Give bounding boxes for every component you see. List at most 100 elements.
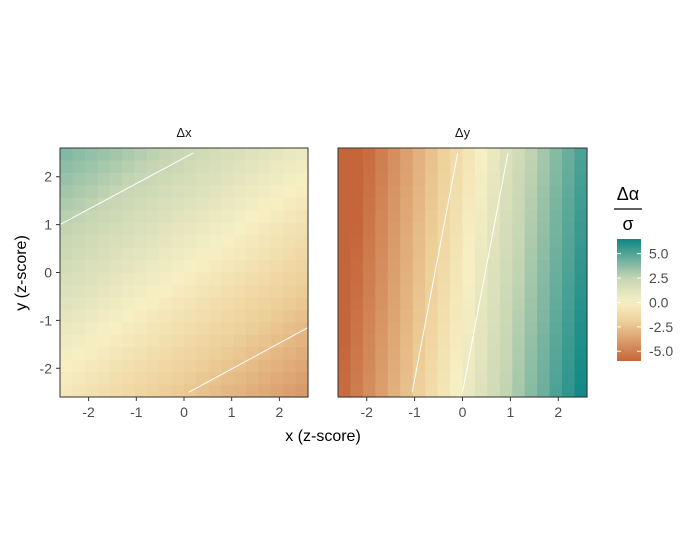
heatmap-cell bbox=[283, 372, 297, 386]
heatmap-cell bbox=[387, 148, 401, 162]
heatmap-cell bbox=[295, 185, 309, 199]
heatmap-cell bbox=[524, 359, 538, 373]
heatmap-cell bbox=[97, 222, 111, 236]
heatmap-cell bbox=[437, 148, 451, 162]
heatmap-cell bbox=[146, 197, 160, 211]
heatmap-cell bbox=[283, 359, 297, 373]
heatmap-cell bbox=[184, 235, 197, 249]
heatmap-cell bbox=[362, 297, 376, 311]
y-tick-label: 1 bbox=[44, 217, 52, 233]
heatmap-cell bbox=[387, 384, 401, 398]
heatmap-cell bbox=[258, 322, 272, 336]
heatmap-cell bbox=[159, 347, 173, 361]
heatmap-cell bbox=[375, 322, 389, 336]
heatmap-cell bbox=[574, 359, 588, 373]
heatmap-cell bbox=[338, 372, 352, 386]
heatmap-cell bbox=[270, 210, 284, 224]
heatmap-cell bbox=[375, 384, 389, 398]
heatmap-cell bbox=[246, 272, 259, 286]
heatmap-cell bbox=[375, 210, 389, 224]
heatmap-cell bbox=[221, 322, 235, 336]
heatmap-cell bbox=[134, 148, 148, 162]
heatmap-cell bbox=[549, 272, 563, 286]
heatmap-cell bbox=[208, 284, 222, 298]
heatmap-cell bbox=[171, 148, 185, 162]
heatmap-cell bbox=[375, 309, 389, 323]
heatmap-cell bbox=[387, 297, 401, 311]
heatmap-cell bbox=[437, 309, 451, 323]
heatmap-cell bbox=[283, 334, 297, 348]
heatmap-cell bbox=[512, 197, 526, 211]
heatmap-cell bbox=[537, 297, 551, 311]
heatmap-cell bbox=[474, 334, 488, 348]
heatmap-cell bbox=[295, 359, 309, 373]
heatmap-cell bbox=[270, 260, 284, 274]
heatmap-cell bbox=[221, 197, 235, 211]
heatmap-cell bbox=[146, 260, 160, 274]
heatmap-cell bbox=[97, 334, 111, 348]
heatmap-cell bbox=[400, 322, 414, 336]
heatmap-cell bbox=[295, 272, 309, 286]
heatmap-cell bbox=[549, 334, 563, 348]
heatmap-cell bbox=[84, 297, 98, 311]
heatmap-cell bbox=[487, 172, 501, 186]
heatmap-cell bbox=[387, 210, 401, 224]
heatmap-cell bbox=[450, 210, 464, 224]
heatmap-cell bbox=[60, 197, 73, 211]
heatmap-cell bbox=[97, 322, 111, 336]
heatmap-cell bbox=[295, 334, 309, 348]
heatmap-cell bbox=[462, 384, 476, 398]
heatmap-cell bbox=[375, 148, 389, 162]
heatmap-cell bbox=[425, 210, 439, 224]
heatmap-cell bbox=[97, 148, 111, 162]
heatmap-cell bbox=[412, 185, 426, 199]
heatmap-cell bbox=[246, 322, 259, 336]
heatmap-cell bbox=[338, 260, 352, 274]
heatmap-cell bbox=[196, 384, 210, 398]
heatmap-cell bbox=[72, 347, 86, 361]
heatmap-cell bbox=[60, 172, 73, 186]
heatmap-cell bbox=[350, 160, 364, 174]
heatmap-cell bbox=[499, 210, 513, 224]
heatmap-cell bbox=[425, 222, 439, 236]
heatmap-cell bbox=[196, 297, 210, 311]
heatmap-cell bbox=[562, 148, 576, 162]
heatmap-cell bbox=[524, 334, 538, 348]
heatmap-cell bbox=[109, 297, 123, 311]
heatmap-cell bbox=[109, 160, 123, 174]
heatmap-cell bbox=[362, 384, 376, 398]
heatmap-cell bbox=[258, 359, 272, 373]
heatmap-cell bbox=[412, 210, 426, 224]
heatmap-cell bbox=[549, 284, 563, 298]
heatmap-cell bbox=[499, 359, 513, 373]
heatmap-cell bbox=[524, 185, 538, 199]
heatmap-cell bbox=[462, 322, 476, 336]
x-tick-label: -1 bbox=[130, 404, 143, 420]
heatmap-cell bbox=[350, 172, 364, 186]
heatmap-cell bbox=[338, 297, 352, 311]
facet-panels: Δx -2 -1 0 1 2 -2 -1 0 1 2 Δy -2 -1 0 1 2 bbox=[40, 125, 588, 420]
heatmap-cell bbox=[184, 359, 197, 373]
heatmap-cell bbox=[246, 347, 259, 361]
heatmap-cell bbox=[362, 197, 376, 211]
heatmap-cell bbox=[499, 347, 513, 361]
heatmap-cell bbox=[387, 172, 401, 186]
heatmap-cell bbox=[134, 247, 148, 261]
heatmap-cell bbox=[258, 222, 272, 236]
heatmap-cell bbox=[184, 347, 197, 361]
heatmap-cell bbox=[258, 309, 272, 323]
heatmap-cell bbox=[171, 334, 185, 348]
heatmap-cell bbox=[537, 334, 551, 348]
heatmap-cell bbox=[537, 272, 551, 286]
heatmap-cell bbox=[246, 284, 259, 298]
heatmap-cell bbox=[72, 148, 86, 162]
heatmap-cell bbox=[387, 260, 401, 274]
heatmap-cell bbox=[208, 148, 222, 162]
heatmap-cell bbox=[122, 359, 135, 373]
heatmap-cell bbox=[350, 384, 364, 398]
heatmap-cell bbox=[295, 222, 309, 236]
heatmap-cell bbox=[462, 197, 476, 211]
heatmap-cell bbox=[146, 210, 160, 224]
heatmap-cell bbox=[84, 172, 98, 186]
heatmap-cell bbox=[109, 384, 123, 398]
